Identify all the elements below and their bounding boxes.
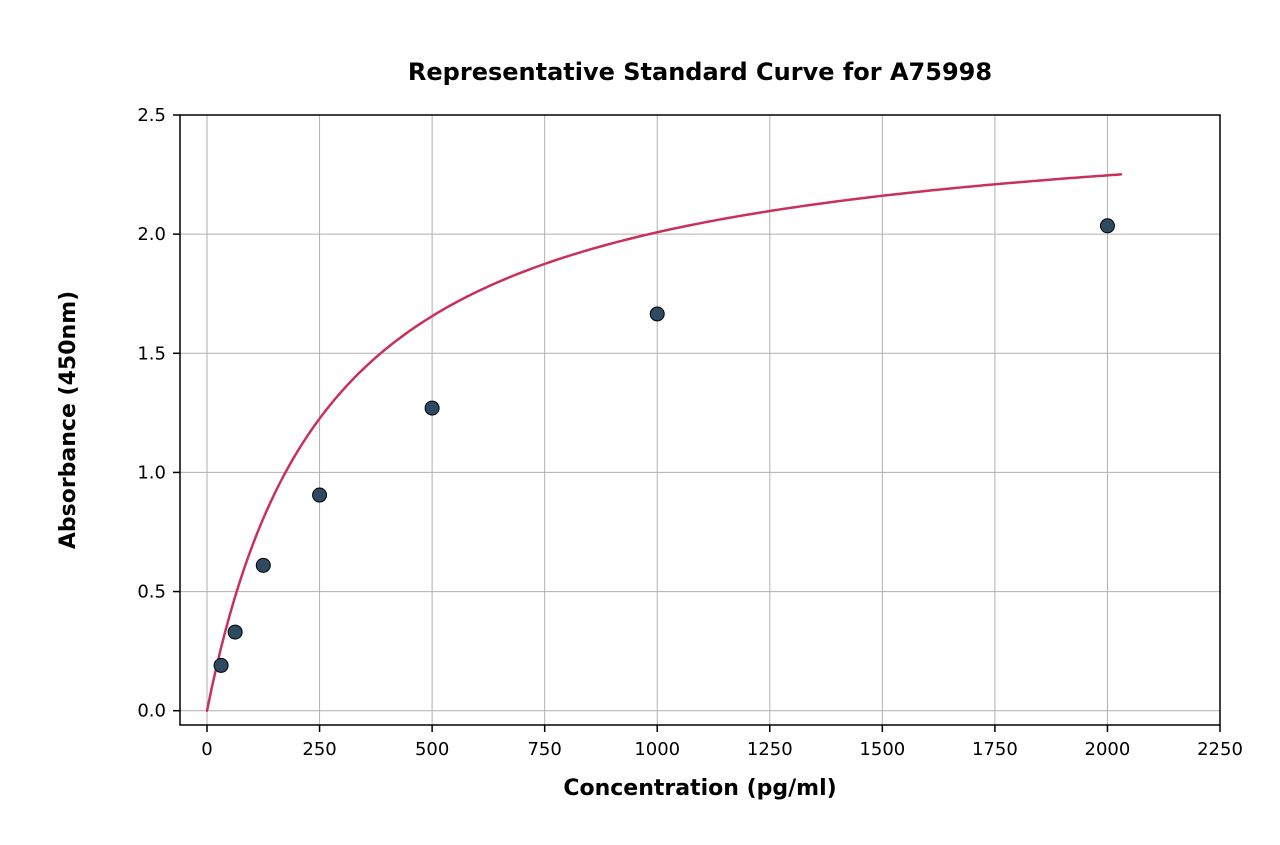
- x-tick-label: 500: [415, 739, 449, 760]
- plot-area: [180, 115, 1220, 725]
- y-tick-label: 2.0: [137, 224, 166, 245]
- chart-container: 0 250 500 750 1000 1250 1500 1750 2000 2250 0.0 0.5…: [0, 0, 1280, 845]
- x-tick-label: 0: [201, 739, 212, 760]
- x-tick-label: 750: [527, 739, 561, 760]
- x-tick-label: 250: [302, 739, 336, 760]
- y-tick-label: 2.5: [137, 105, 166, 126]
- data-point: [425, 401, 439, 415]
- x-tick-label: 1000: [634, 739, 680, 760]
- x-tick-label: 1750: [972, 739, 1018, 760]
- data-point: [228, 625, 242, 639]
- data-point: [256, 558, 270, 572]
- data-point: [1100, 219, 1114, 233]
- x-axis-label: Concentration (pg/ml): [563, 776, 836, 801]
- data-point: [650, 307, 664, 321]
- y-tick-label: 0.5: [137, 582, 166, 603]
- standard-curve-chart: 0 250 500 750 1000 1250 1500 1750 2000 2250 0.0 0.5…: [0, 0, 1280, 845]
- data-point: [313, 488, 327, 502]
- y-tick-label: 0.0: [137, 701, 166, 722]
- chart-title: Representative Standard Curve for A75998: [408, 58, 992, 86]
- x-tick-label: 1500: [859, 739, 905, 760]
- x-tick-label: 2000: [1085, 739, 1131, 760]
- data-point: [214, 658, 228, 672]
- x-tick-label: 2250: [1197, 739, 1243, 760]
- y-axis-label: Absorbance (450nm): [56, 291, 81, 549]
- y-tick-label: 1.5: [137, 343, 166, 364]
- x-tick-label: 1250: [747, 739, 793, 760]
- y-tick-label: 1.0: [137, 462, 166, 483]
